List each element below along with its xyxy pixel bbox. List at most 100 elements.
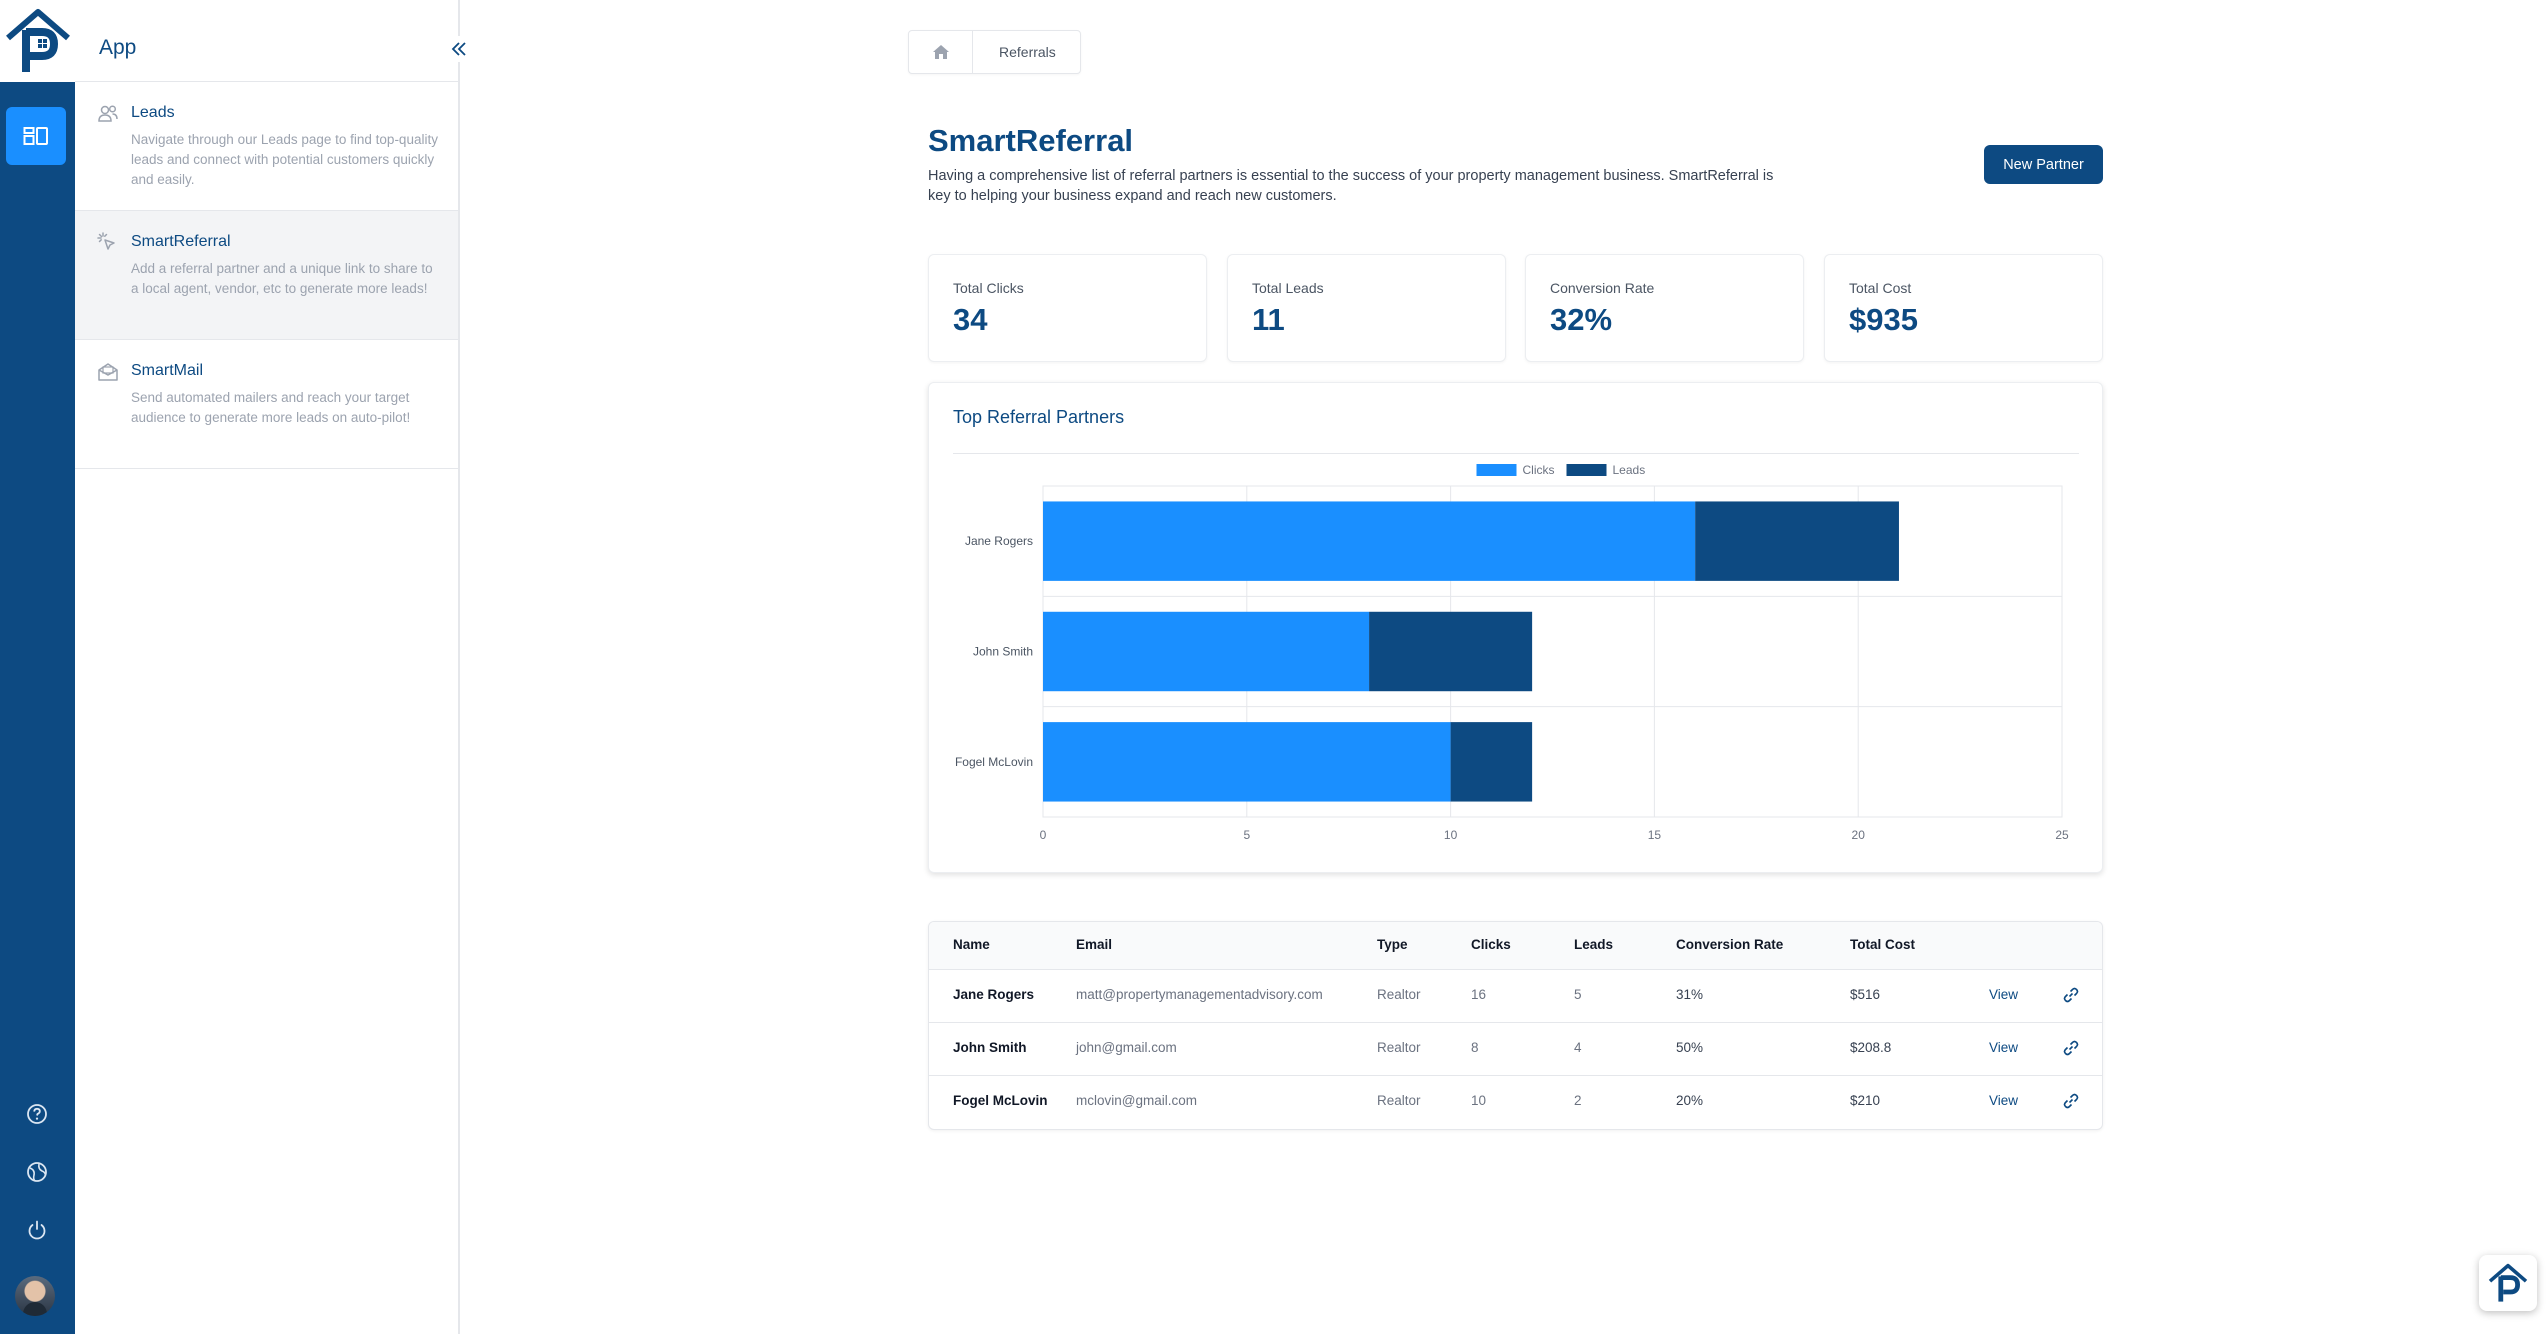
x-tick-label: 25 xyxy=(2055,828,2069,842)
cell-clicks: 10 xyxy=(1471,1093,1487,1108)
copy-link-icon[interactable] xyxy=(2061,1038,2081,1061)
x-tick-label: 15 xyxy=(1648,828,1662,842)
view-link[interactable]: View xyxy=(1989,1040,2019,1055)
cell-type: Realtor xyxy=(1377,1040,1421,1055)
home-icon xyxy=(932,45,949,59)
stat-value: 32% xyxy=(1550,302,1613,337)
view-link[interactable]: View xyxy=(1989,1093,2019,1108)
y-category-label: Jane Rogers xyxy=(965,534,1033,548)
column-header-type: Type xyxy=(1377,937,1408,952)
bar-clicks xyxy=(1043,722,1451,802)
page-description: Having a comprehensive list of referral … xyxy=(928,168,1774,204)
cell-total-cost: $208.8 xyxy=(1850,1040,1892,1055)
stat-label: Total Clicks xyxy=(953,280,1024,296)
cell-conversion-rate: 20% xyxy=(1676,1093,1704,1108)
legend-swatch-leads xyxy=(1566,464,1607,476)
cell-leads: 4 xyxy=(1574,1040,1582,1055)
x-tick-label: 5 xyxy=(1243,828,1250,842)
stat-card-total-leads: Total Leads 11 xyxy=(1227,254,1506,362)
cell-name: Fogel McLovin xyxy=(953,1093,1048,1108)
cell-leads: 2 xyxy=(1574,1093,1582,1108)
sidebar-item-smartmail[interactable]: SmartMail Send automated mailers and rea… xyxy=(75,340,458,469)
column-header-conversion-rate: Conversion Rate xyxy=(1676,937,1784,952)
y-category-label: John Smith xyxy=(973,645,1033,659)
column-header-name: Name xyxy=(953,937,990,952)
icon-rail xyxy=(0,0,75,1334)
sidebar-item-smartreferral[interactable]: SmartReferral Add a referral partner and… xyxy=(75,211,458,340)
column-header-total-cost: Total Cost xyxy=(1850,937,1915,952)
bar-leads xyxy=(1369,611,1533,692)
x-tick-label: 20 xyxy=(1852,828,1866,842)
table-row: Fogel McLovin mclovin@gmail.com Realtor … xyxy=(929,1076,2102,1129)
cell-name: John Smith xyxy=(953,1040,1027,1055)
sidebar-item-leads[interactable]: Leads Navigate through our Leads page to… xyxy=(75,82,458,211)
new-partner-button[interactable]: New Partner xyxy=(1984,145,2103,184)
cell-total-cost: $516 xyxy=(1850,987,1881,1002)
cell-conversion-rate: 31% xyxy=(1676,987,1704,1002)
breadcrumb: Referrals xyxy=(908,30,1081,74)
stat-card-total-clicks: Total Clicks 34 xyxy=(928,254,1207,362)
house-logo-icon xyxy=(5,9,70,72)
sidebar-item-label: SmartMail xyxy=(131,362,204,379)
sidebar-title: App xyxy=(99,36,137,59)
table-row: John Smith john@gmail.com Realtor 8 4 50… xyxy=(929,1023,2102,1076)
cell-leads: 5 xyxy=(1574,987,1582,1002)
cell-email: matt@propertymanagementadvisory.com xyxy=(1076,987,1323,1002)
sidebar-header: App xyxy=(75,0,472,82)
breadcrumb-home[interactable] xyxy=(909,31,973,73)
divider xyxy=(953,453,2079,454)
stat-label: Conversion Rate xyxy=(1550,280,1655,296)
cell-clicks: 16 xyxy=(1471,987,1487,1002)
bar-clicks xyxy=(1043,611,1370,692)
x-tick-label: 0 xyxy=(1040,828,1047,842)
sidebar-item-description: Navigate through our Leads page to find … xyxy=(131,132,438,187)
top-referral-partners-card: Top Referral Partners 0 5 10 15 20 25 Jane Rog… xyxy=(928,382,2103,873)
page-title: SmartReferral xyxy=(928,123,1134,158)
cell-name: Jane Rogers xyxy=(953,987,1035,1002)
double-chevron-left-icon xyxy=(451,42,466,56)
view-link[interactable]: View xyxy=(1989,987,2019,1002)
cell-type: Realtor xyxy=(1377,1093,1421,1108)
cell-email: mclovin@gmail.com xyxy=(1076,1093,1197,1108)
apps-icon xyxy=(23,127,48,145)
help-icon[interactable] xyxy=(20,1097,54,1131)
cell-total-cost: $210 xyxy=(1850,1093,1881,1108)
stat-label: Total Leads xyxy=(1252,280,1324,296)
user-avatar[interactable] xyxy=(15,1276,55,1316)
sidebar-item-description: Send automated mailers and reach your ta… xyxy=(131,390,411,425)
cell-conversion-rate: 50% xyxy=(1676,1040,1704,1055)
collapse-sidebar-button[interactable] xyxy=(446,36,472,62)
partners-table: Name Email Type Clicks Leads Conversion … xyxy=(928,921,2103,1130)
bar-leads xyxy=(1450,722,1533,802)
language-globe-icon[interactable] xyxy=(20,1155,54,1189)
chart-title: Top Referral Partners xyxy=(953,407,1125,427)
stat-value: 11 xyxy=(1252,302,1285,337)
cell-email: john@gmail.com xyxy=(1076,1040,1177,1055)
copy-link-icon[interactable] xyxy=(2061,985,2081,1008)
click-icon xyxy=(97,232,115,250)
sidebar-item-label: Leads xyxy=(131,104,175,121)
table-row: Jane Rogers matt@propertymanagementadvis… xyxy=(929,970,2102,1023)
legend-label-clicks: Clicks xyxy=(1523,463,1555,477)
sidebar-item-label: SmartReferral xyxy=(131,233,231,250)
nav-apps-button[interactable] xyxy=(6,107,66,165)
stat-card-total-cost: Total Cost $935 xyxy=(1824,254,2103,362)
brand-logo[interactable] xyxy=(0,0,75,82)
column-header-clicks: Clicks xyxy=(1471,937,1511,952)
stat-value: 34 xyxy=(953,302,988,337)
users-icon xyxy=(98,105,118,122)
x-tick-label: 10 xyxy=(1444,828,1458,842)
table-header: Name Email Type Clicks Leads Conversion … xyxy=(929,922,2102,970)
column-header-leads: Leads xyxy=(1574,937,1614,952)
power-icon[interactable] xyxy=(20,1213,54,1247)
breadcrumb-current[interactable]: Referrals xyxy=(999,44,1056,60)
cell-clicks: 8 xyxy=(1471,1040,1479,1055)
column-header-email: Email xyxy=(1076,937,1113,952)
mail-icon xyxy=(98,363,118,381)
legend-label-leads: Leads xyxy=(1613,463,1646,477)
copy-link-icon[interactable] xyxy=(2061,1091,2081,1114)
bar-leads xyxy=(1695,501,1899,581)
stat-label: Total Cost xyxy=(1849,280,1912,296)
app-sidebar: App Leads Navigate through our Leads pag… xyxy=(75,0,472,1334)
support-widget-button[interactable] xyxy=(2479,1255,2537,1311)
